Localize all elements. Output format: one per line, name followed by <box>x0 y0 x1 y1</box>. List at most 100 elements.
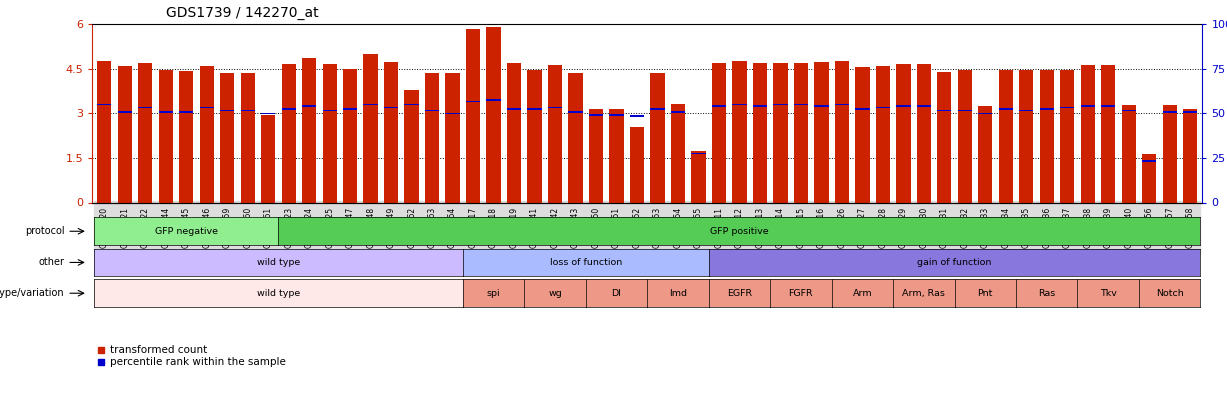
Bar <box>957 109 972 111</box>
Bar <box>240 109 255 111</box>
Bar <box>281 64 296 202</box>
Text: gain of function: gain of function <box>918 258 991 267</box>
Bar <box>917 105 931 107</box>
Text: Notch: Notch <box>1156 289 1184 298</box>
Bar <box>815 105 828 107</box>
Bar <box>1183 111 1198 113</box>
Legend: transformed count, percentile rank within the sample: transformed count, percentile rank withi… <box>97 345 286 367</box>
Bar <box>650 73 665 202</box>
Bar <box>568 73 583 202</box>
Bar <box>999 108 1014 110</box>
Bar <box>405 104 418 105</box>
Bar <box>629 127 644 202</box>
Bar <box>834 62 849 202</box>
Bar <box>589 109 604 202</box>
Text: Arm: Arm <box>853 289 872 298</box>
Text: GFP positive: GFP positive <box>710 227 769 236</box>
Text: Dl: Dl <box>611 289 621 298</box>
Bar <box>815 62 828 202</box>
Bar <box>691 151 706 202</box>
Bar <box>794 63 809 202</box>
Text: EGFR: EGFR <box>726 289 752 298</box>
Bar <box>425 73 439 202</box>
Bar <box>712 105 726 107</box>
Text: spi: spi <box>487 289 501 298</box>
Bar <box>97 62 112 202</box>
Bar <box>1121 109 1136 111</box>
Text: Imd: Imd <box>669 289 687 298</box>
Bar <box>876 66 890 202</box>
Bar <box>507 63 521 202</box>
Bar <box>220 73 234 202</box>
Bar <box>733 62 746 202</box>
Bar <box>999 70 1014 202</box>
Text: wild type: wild type <box>256 289 301 298</box>
Bar <box>937 72 951 202</box>
Text: GDS1739 / 142270_at: GDS1739 / 142270_at <box>166 6 318 20</box>
Text: wild type: wild type <box>256 258 301 267</box>
Bar <box>1039 70 1054 202</box>
Bar <box>937 109 951 111</box>
Bar <box>220 109 234 111</box>
Bar <box>1121 105 1136 202</box>
Bar <box>466 29 480 202</box>
Bar <box>384 62 399 202</box>
Bar <box>629 115 644 117</box>
Bar <box>507 108 521 110</box>
Text: Pnt: Pnt <box>978 289 993 298</box>
Bar <box>528 70 542 202</box>
Bar <box>671 104 685 202</box>
Bar <box>1142 154 1156 202</box>
Bar <box>671 111 685 113</box>
Text: wg: wg <box>548 289 562 298</box>
Text: other: other <box>38 258 65 267</box>
Bar <box>773 63 788 202</box>
Bar <box>568 111 583 113</box>
Bar <box>445 113 460 114</box>
Text: Arm, Ras: Arm, Ras <box>902 289 945 298</box>
Bar <box>712 63 726 202</box>
Text: genotype/variation: genotype/variation <box>0 288 65 298</box>
Text: GFP negative: GFP negative <box>155 227 217 236</box>
Bar <box>466 100 480 102</box>
Bar <box>855 67 870 202</box>
Bar <box>363 54 378 202</box>
Bar <box>1060 107 1075 109</box>
Bar <box>139 107 152 109</box>
Bar <box>1060 70 1075 202</box>
Bar <box>97 104 112 105</box>
Bar <box>302 105 317 107</box>
Bar <box>548 65 562 202</box>
Bar <box>773 104 788 105</box>
Text: loss of function: loss of function <box>550 258 622 267</box>
Bar <box>834 104 849 105</box>
Bar <box>1142 160 1156 162</box>
Bar <box>1162 105 1177 202</box>
Bar <box>957 70 972 202</box>
Bar <box>752 63 767 202</box>
Bar <box>302 58 317 202</box>
Bar <box>445 73 460 202</box>
Text: Ras: Ras <box>1038 289 1055 298</box>
Bar <box>179 71 194 202</box>
Bar <box>179 111 194 113</box>
Bar <box>158 111 173 113</box>
Bar <box>733 104 746 105</box>
Bar <box>978 106 993 202</box>
Bar <box>1101 65 1115 202</box>
Bar <box>917 64 931 202</box>
Text: Tkv: Tkv <box>1099 289 1117 298</box>
Bar <box>158 70 173 202</box>
Bar <box>691 153 706 154</box>
Bar <box>855 108 870 110</box>
Bar <box>323 64 337 202</box>
Text: protocol: protocol <box>25 226 65 236</box>
Text: FGFR: FGFR <box>789 289 814 298</box>
Bar <box>1081 65 1094 202</box>
Bar <box>139 63 152 202</box>
Bar <box>1020 109 1033 111</box>
Bar <box>344 69 357 202</box>
Bar <box>1020 70 1033 202</box>
Bar <box>1183 109 1198 202</box>
Bar <box>589 114 604 116</box>
